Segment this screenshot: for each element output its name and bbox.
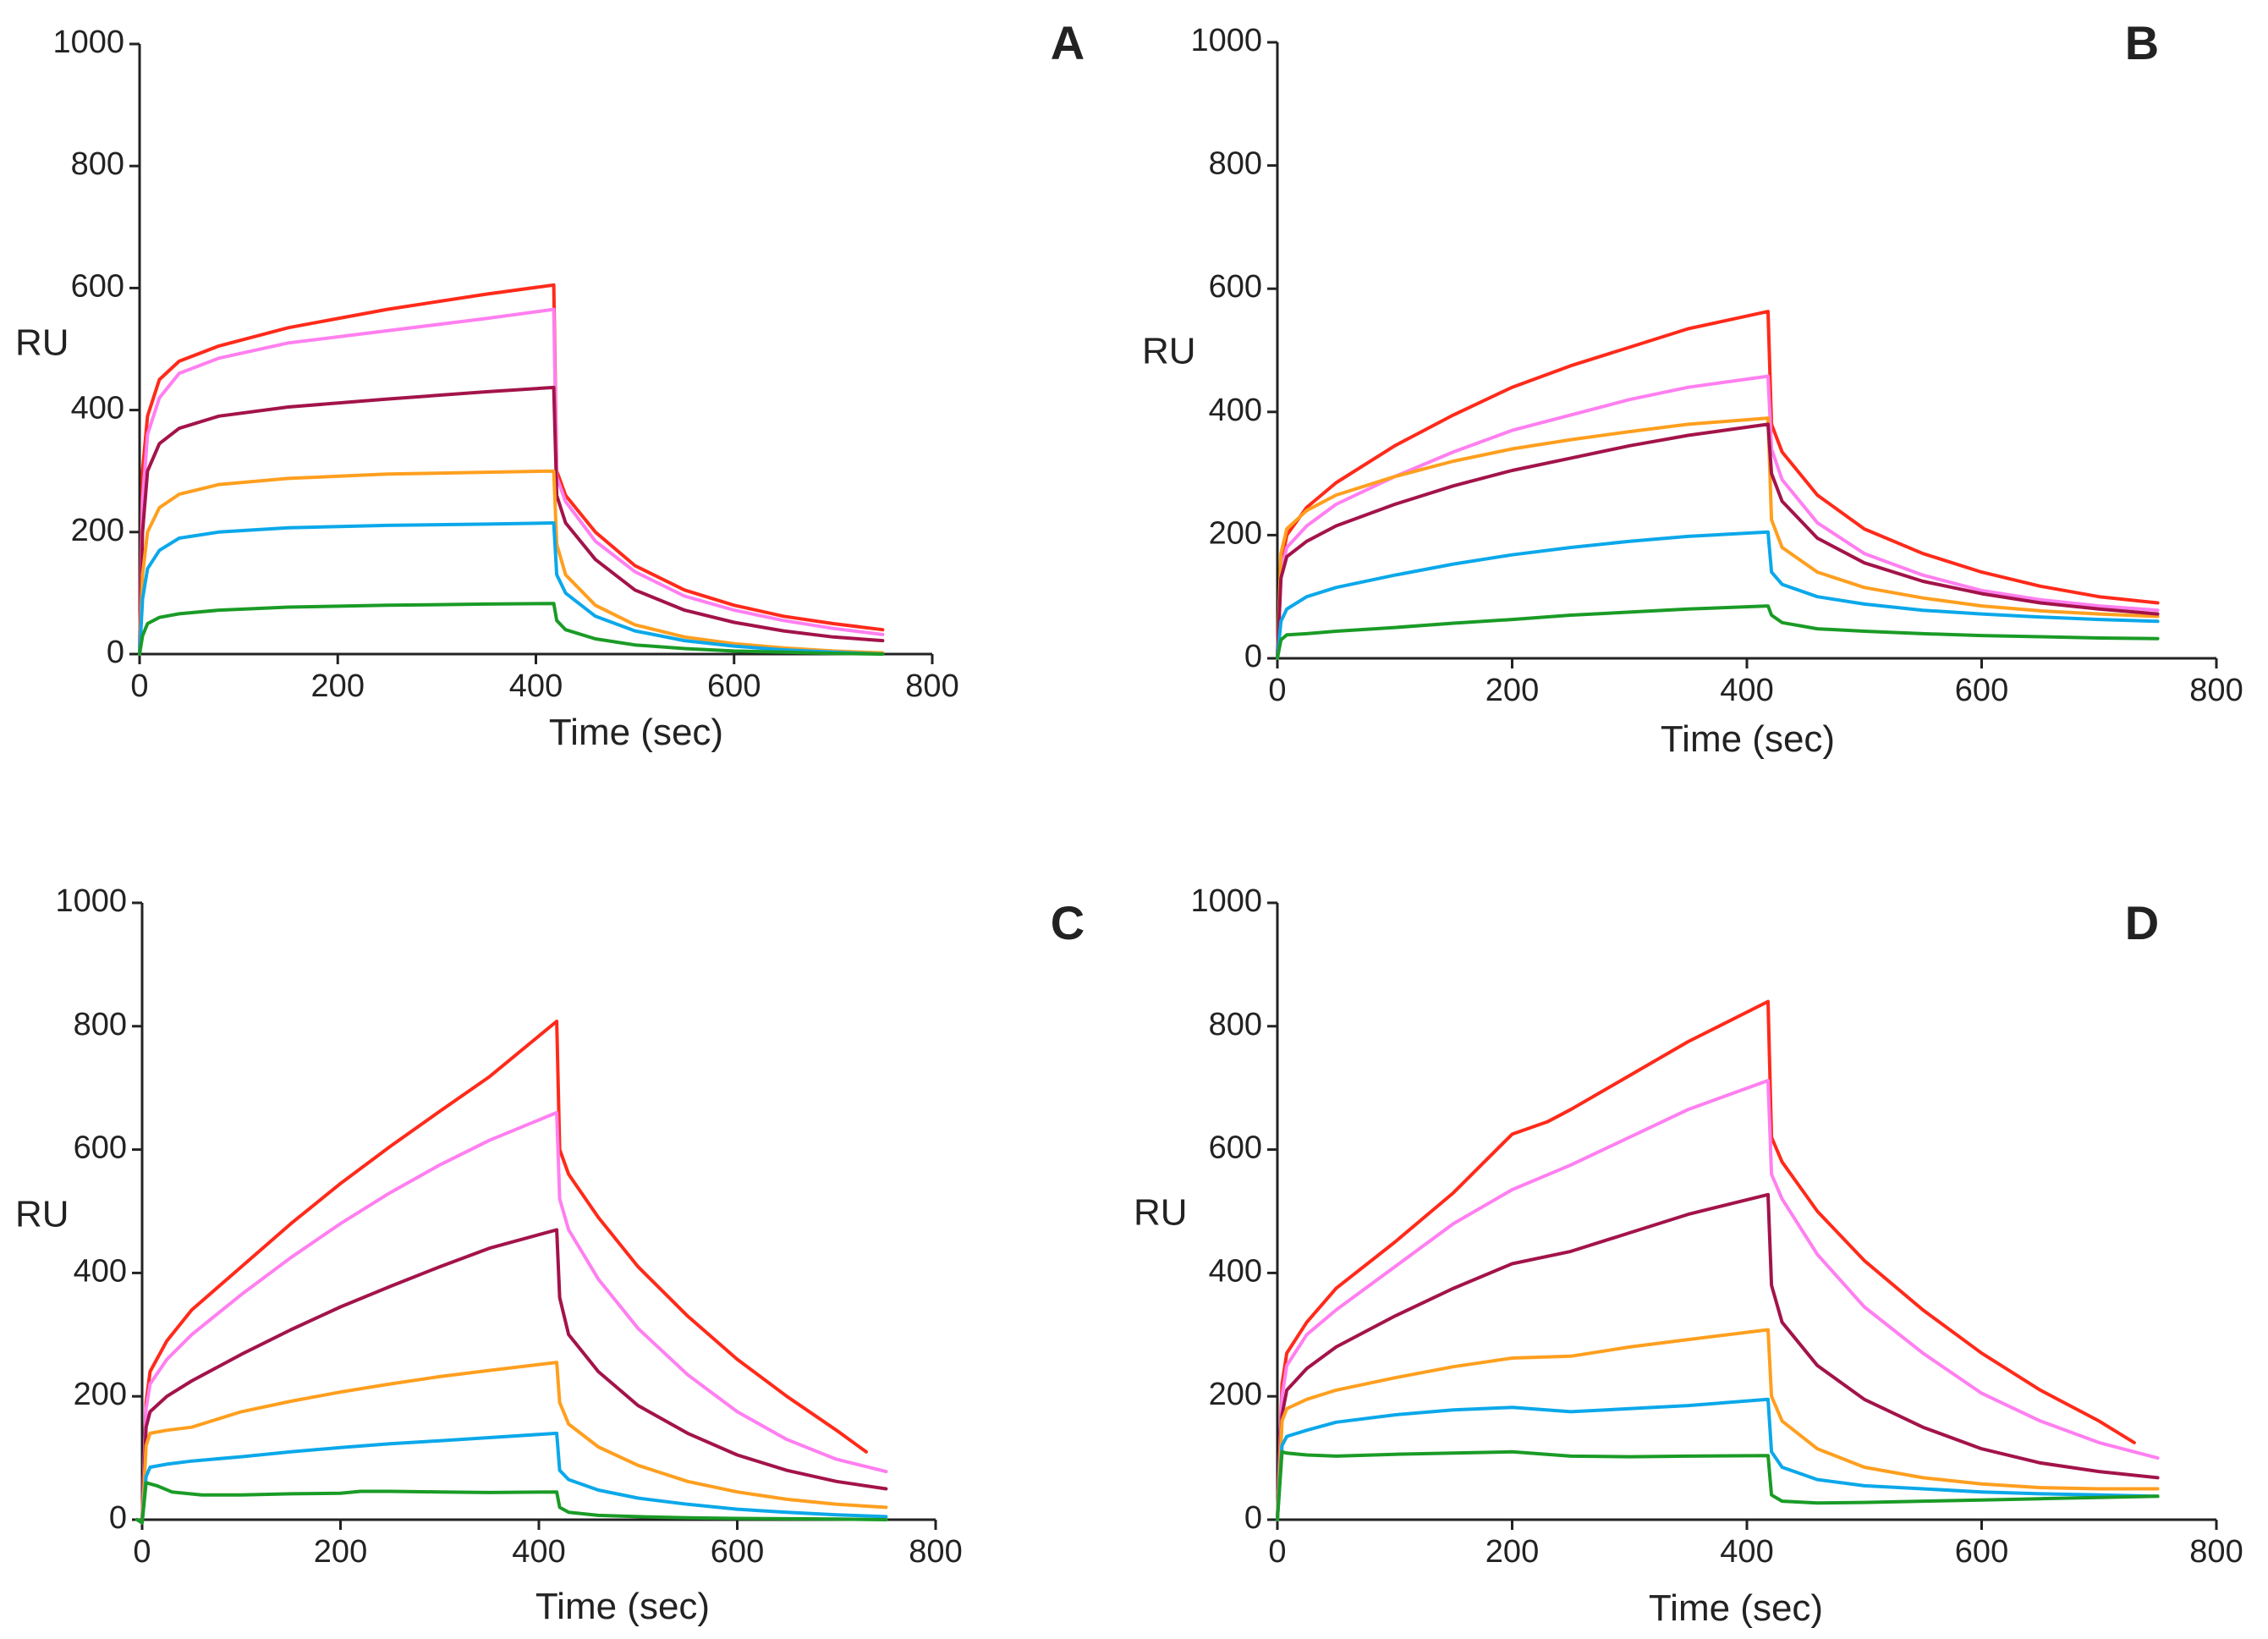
- panel-b-y-axis-title: RU: [1142, 331, 1196, 372]
- panel-d-x-tick-label: 800: [2189, 1534, 2243, 1570]
- panel-d-series-green: [1276, 1449, 2160, 1521]
- panel-d-y-tick-label: 1000: [1190, 883, 1262, 919]
- panel-c: RU Time (sec) C 0 200 400 600 800 1000 0 200 400…: [15, 883, 1085, 1627]
- panel-b-x-tick-label: 200: [1485, 673, 1539, 708]
- panel-b-x-tick-label: 400: [1720, 673, 1773, 708]
- panel-d-x-tick-label: 600: [1955, 1534, 2008, 1570]
- panel-d-y-tick-label: 600: [1209, 1130, 1262, 1166]
- panel-a-series-blue: [138, 521, 885, 656]
- panel-b-x-tick-label: 800: [2189, 673, 2243, 708]
- panel-a-x-tick-label: 800: [905, 668, 958, 704]
- panel-d-letter: D: [2125, 896, 2159, 949]
- panel-d-y-tick-label: 400: [1209, 1253, 1262, 1289]
- panel-a-y-axis-title: RU: [15, 322, 69, 364]
- panel-c-x-tick-label: 0: [133, 1534, 151, 1570]
- panel-c-y-tick-label: 0: [109, 1500, 127, 1536]
- panel-d-series-red: [1276, 999, 2136, 1521]
- panel-b-series-pink: [1276, 374, 2160, 660]
- panel-d-y-tick-label: 800: [1209, 1007, 1262, 1042]
- panel-a-x-axis-title: Time (sec): [549, 712, 723, 753]
- panel-c-x-tick-label: 200: [314, 1534, 367, 1570]
- panel-b-y-tick-label: 400: [1209, 393, 1262, 428]
- panel-c-y-tick-label: 600: [74, 1130, 127, 1166]
- panel-a-y-tick-label: 400: [71, 391, 124, 426]
- panel-a-x-tick-label: 0: [130, 668, 148, 704]
- panel-b-x-tick-label: 0: [1268, 673, 1286, 708]
- panel-a-series-orange: [138, 469, 885, 656]
- panel-d-x-tick-label: 400: [1720, 1534, 1773, 1570]
- panel-c-series-red: [135, 1020, 868, 1525]
- panel-c-series-orange: [135, 1361, 888, 1525]
- panel-b-y-tick-label: 0: [1244, 639, 1262, 674]
- panel-a: RU Time (sec) A 0 200 400 600 800 1000 0 200 400…: [15, 16, 1085, 753]
- panel-b: RU Time (sec) B 0 200 400 600 800 1000 0 200 400…: [1142, 16, 2243, 760]
- panel-c-y-tick-label: 400: [74, 1253, 127, 1289]
- panel-c-y-axis-title: RU: [15, 1194, 69, 1235]
- panel-b-y-tick-label: 1000: [1190, 23, 1262, 58]
- panel-c-y-tick-label: 1000: [55, 883, 127, 919]
- panel-c-x-tick-label: 400: [512, 1534, 565, 1570]
- panel-a-x-tick-label: 400: [509, 668, 563, 704]
- panel-c-x-axis-title: Time (sec): [535, 1586, 710, 1627]
- panel-a-series-pink: [138, 307, 885, 656]
- panel-d-series-pink: [1276, 1079, 2160, 1521]
- panel-c-series-green: [135, 1481, 888, 1525]
- panel-c-letter: C: [1051, 896, 1085, 949]
- panel-d-series-orange: [1276, 1328, 2160, 1521]
- panel-b-letter: B: [2125, 16, 2159, 69]
- panel-c-x-tick-label: 600: [711, 1534, 764, 1570]
- panel-a-x-tick-label: 200: [311, 668, 365, 704]
- panel-d-x-axis-title: Time (sec): [1649, 1587, 1823, 1629]
- panel-d-x-tick-label: 0: [1268, 1534, 1286, 1570]
- panel-d: RU Time (sec) D 0 200 400 600 800 1000 0 200 400…: [1134, 883, 2243, 1629]
- panel-b-series-maroon: [1276, 422, 2160, 660]
- panel-d-series-blue: [1276, 1397, 2160, 1521]
- panel-b-series-green: [1276, 604, 2160, 660]
- panel-a-letter: A: [1051, 16, 1085, 69]
- panel-b-series-red: [1276, 310, 2160, 660]
- panel-a-y-tick-label: 200: [71, 513, 124, 548]
- panel-a-y-tick-label: 0: [107, 635, 124, 670]
- panel-b-x-tick-label: 600: [1955, 673, 2008, 708]
- panel-d-y-axis-title: RU: [1134, 1192, 1188, 1234]
- panel-c-x-tick-label: 800: [909, 1534, 962, 1570]
- panel-d-series-maroon: [1276, 1192, 2160, 1521]
- panel-a-y-tick-label: 600: [71, 268, 124, 304]
- panel-a-series-maroon: [138, 385, 885, 656]
- panel-a-y-tick-label: 800: [71, 146, 124, 182]
- panel-a-y-tick-label: 1000: [52, 25, 124, 60]
- panel-d-x-tick-label: 200: [1485, 1534, 1539, 1570]
- panel-b-y-tick-label: 200: [1209, 515, 1262, 551]
- panel-d-y-tick-label: 0: [1244, 1500, 1262, 1536]
- panel-a-series-green: [138, 602, 885, 656]
- panel-b-y-tick-label: 600: [1209, 269, 1262, 305]
- panel-c-series-blue: [135, 1431, 888, 1525]
- panel-a-x-tick-label: 600: [707, 668, 761, 704]
- panel-b-series-orange: [1276, 416, 2160, 660]
- panel-b-x-axis-title: Time (sec): [1661, 718, 1835, 760]
- panel-d-y-tick-label: 200: [1209, 1377, 1262, 1412]
- panel-b-series-blue: [1276, 530, 2160, 660]
- panel-a-series-red: [138, 283, 885, 656]
- panel-c-y-tick-label: 800: [74, 1007, 127, 1042]
- panel-c-series-pink: [135, 1110, 888, 1525]
- panel-c-series-maroon: [135, 1228, 888, 1525]
- panel-b-y-tick-label: 800: [1209, 146, 1262, 182]
- panel-c-y-tick-label: 200: [74, 1377, 127, 1412]
